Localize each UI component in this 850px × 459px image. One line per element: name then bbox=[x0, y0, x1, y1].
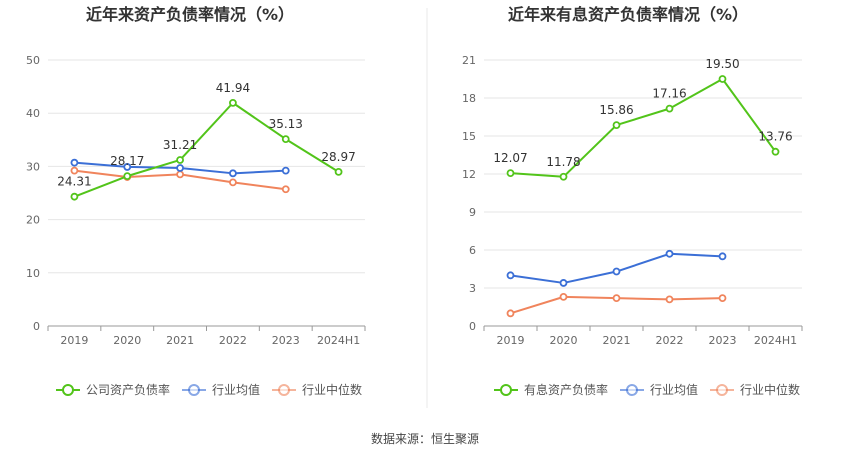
y-tick-label: 12 bbox=[462, 168, 476, 181]
y-tick-label: 0 bbox=[33, 320, 40, 333]
chart-title: 近年来有息资产负债率情况（%） bbox=[508, 5, 748, 24]
data-point-avg bbox=[559, 279, 568, 287]
data-point-company bbox=[559, 172, 568, 181]
y-tick-label: 40 bbox=[26, 107, 40, 120]
legend-label: 行业均值 bbox=[650, 382, 698, 397]
data-point-company bbox=[718, 75, 727, 83]
x-tick-label: 2023 bbox=[272, 334, 300, 347]
data-label: 11.78 bbox=[546, 155, 580, 169]
data-label: 13.76 bbox=[758, 130, 792, 144]
data-point-avg bbox=[506, 271, 515, 280]
data-label: 28.17 bbox=[110, 154, 144, 168]
y-tick-label: 10 bbox=[26, 267, 40, 280]
legend-item-avg: 行业均值 bbox=[182, 382, 260, 397]
data-point-median bbox=[665, 295, 674, 304]
data-point-avg bbox=[612, 267, 621, 276]
legend-item-company: 公司资产负债率 bbox=[56, 382, 170, 397]
x-tick-label: 2021 bbox=[166, 334, 194, 347]
data-label: 41.94 bbox=[216, 81, 250, 95]
legend-marker bbox=[278, 384, 290, 396]
series-line-company bbox=[510, 78, 777, 178]
data-point-avg bbox=[718, 252, 727, 261]
legend-item-avg: 行业均值 bbox=[620, 382, 698, 397]
x-tick-label: 2022 bbox=[219, 334, 247, 347]
data-label: 35.13 bbox=[269, 117, 303, 131]
data-label: 19.50 bbox=[705, 57, 739, 71]
legend-marker bbox=[626, 384, 638, 396]
series-line-company bbox=[74, 101, 340, 198]
x-tick-label: 2023 bbox=[709, 334, 737, 347]
data-point-company bbox=[612, 121, 621, 130]
legend-item-company: 有息资产负债率 bbox=[494, 382, 608, 397]
data-point-avg bbox=[123, 163, 132, 171]
y-tick-label: 30 bbox=[26, 160, 40, 173]
y-tick-label: 9 bbox=[469, 206, 476, 219]
legend-label: 行业均值 bbox=[212, 382, 260, 397]
data-point-company bbox=[229, 98, 237, 107]
legend-marker bbox=[716, 384, 728, 396]
legend-item-median: 行业中位数 bbox=[272, 382, 362, 397]
x-tick-label: 2021 bbox=[603, 334, 631, 347]
data-point-median bbox=[281, 185, 290, 194]
data-label: 12.07 bbox=[493, 151, 527, 165]
data-label: 17.16 bbox=[652, 87, 686, 101]
data-point-company bbox=[334, 167, 343, 176]
data-point-company bbox=[281, 135, 290, 144]
x-tick-label: 2024H1 bbox=[754, 334, 797, 347]
data-point-avg bbox=[281, 166, 290, 175]
data-point-company bbox=[176, 156, 184, 164]
data-point-company bbox=[665, 104, 674, 113]
legend-label: 行业中位数 bbox=[740, 382, 800, 397]
data-point-avg bbox=[176, 164, 184, 172]
legend-label: 有息资产负债率 bbox=[524, 382, 608, 397]
data-label: 31.21 bbox=[163, 138, 197, 152]
data-point-company bbox=[123, 172, 132, 181]
legend-label: 公司资产负债率 bbox=[86, 382, 170, 397]
legend-marker bbox=[500, 384, 512, 396]
data-label: 24.31 bbox=[57, 175, 91, 189]
x-tick-label: 2022 bbox=[656, 334, 684, 347]
data-point-avg bbox=[665, 249, 674, 258]
y-tick-label: 21 bbox=[462, 54, 476, 67]
x-tick-label: 2019 bbox=[497, 334, 525, 347]
y-tick-label: 15 bbox=[462, 130, 476, 143]
chart-debt-ratio: 近年来资产负债率情况（%） 0 10 20 30 40 50 2019 2020 2021 2022… bbox=[26, 5, 366, 397]
x-tick-label: 2024H1 bbox=[317, 334, 360, 347]
data-label: 28.97 bbox=[321, 150, 355, 164]
chart-title: 近年来资产负债率情况（%） bbox=[86, 5, 294, 24]
y-tick-label: 20 bbox=[26, 214, 40, 227]
legend-item-median: 行业中位数 bbox=[710, 382, 800, 397]
data-point-avg bbox=[70, 158, 79, 167]
source-note: 数据来源：恒生聚源 bbox=[371, 431, 479, 446]
data-point-company bbox=[771, 147, 780, 156]
data-point-median bbox=[718, 294, 727, 303]
y-tick-label: 6 bbox=[469, 244, 476, 257]
data-point-median bbox=[229, 178, 237, 187]
legend-marker bbox=[62, 384, 74, 396]
y-tick-label: 3 bbox=[469, 282, 476, 295]
data-point-avg bbox=[229, 169, 237, 178]
data-point-company bbox=[70, 192, 79, 201]
data-point-median bbox=[176, 170, 184, 179]
data-point-median bbox=[612, 294, 621, 303]
data-point-company bbox=[506, 169, 515, 178]
data-label: 15.86 bbox=[599, 103, 633, 117]
x-tick-label: 2019 bbox=[60, 334, 88, 347]
x-tick-label: 2020 bbox=[550, 334, 578, 347]
data-point-median bbox=[506, 309, 515, 318]
y-tick-label: 0 bbox=[469, 320, 476, 333]
data-point-median bbox=[70, 166, 79, 175]
legend-label: 行业中位数 bbox=[302, 382, 362, 397]
legend-marker bbox=[188, 384, 200, 396]
data-point-median bbox=[559, 292, 568, 301]
y-tick-label: 18 bbox=[462, 92, 476, 105]
y-tick-label: 50 bbox=[26, 54, 40, 67]
x-tick-label: 2020 bbox=[113, 334, 141, 347]
chart-interest-debt-ratio: 近年来有息资产负债率情况（%） 0 3 6 9 12 15 18 21 2019 2020 2021 2… bbox=[462, 5, 803, 397]
